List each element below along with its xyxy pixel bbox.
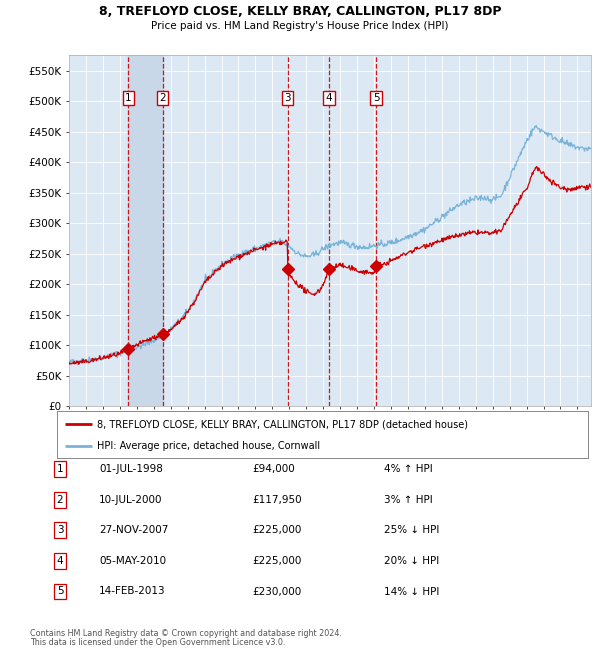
Text: 8, TREFLOYD CLOSE, KELLY BRAY, CALLINGTON, PL17 8DP (detached house): 8, TREFLOYD CLOSE, KELLY BRAY, CALLINGTO… [97,419,468,429]
Text: 3: 3 [56,525,64,536]
Text: HPI: Average price, detached house, Cornwall: HPI: Average price, detached house, Corn… [97,441,320,450]
Bar [128,55,163,406]
Text: 3: 3 [284,93,291,103]
Text: 4% ↑ HPI: 4% ↑ HPI [384,464,433,474]
Text: This data is licensed under the Open Government Licence v3.0.: This data is licensed under the Open Gov… [30,638,286,647]
Text: 3% ↑ HPI: 3% ↑ HPI [384,495,433,505]
Text: £94,000: £94,000 [252,464,295,474]
Text: 27-NOV-2007: 27-NOV-2007 [99,525,169,536]
Text: £225,000: £225,000 [252,525,301,536]
Text: 5: 5 [373,93,379,103]
Text: £225,000: £225,000 [252,556,301,566]
Text: 4: 4 [326,93,332,103]
Text: £117,950: £117,950 [252,495,302,505]
Text: 20% ↓ HPI: 20% ↓ HPI [384,556,439,566]
Text: 2: 2 [160,93,166,103]
Text: 10-JUL-2000: 10-JUL-2000 [99,495,163,505]
Text: 01-JUL-1998: 01-JUL-1998 [99,464,163,474]
Text: 5: 5 [56,586,64,597]
Text: 2: 2 [56,495,64,505]
Text: 14% ↓ HPI: 14% ↓ HPI [384,586,439,597]
Text: Contains HM Land Registry data © Crown copyright and database right 2024.: Contains HM Land Registry data © Crown c… [30,629,342,638]
Text: 8, TREFLOYD CLOSE, KELLY BRAY, CALLINGTON, PL17 8DP: 8, TREFLOYD CLOSE, KELLY BRAY, CALLINGTO… [99,5,501,18]
Text: 4: 4 [56,556,64,566]
Text: 25% ↓ HPI: 25% ↓ HPI [384,525,439,536]
Text: 14-FEB-2013: 14-FEB-2013 [99,586,166,597]
Text: 1: 1 [56,464,64,474]
Text: £230,000: £230,000 [252,586,301,597]
Text: 1: 1 [125,93,131,103]
Text: 05-MAY-2010: 05-MAY-2010 [99,556,166,566]
Text: Price paid vs. HM Land Registry's House Price Index (HPI): Price paid vs. HM Land Registry's House … [151,21,449,31]
